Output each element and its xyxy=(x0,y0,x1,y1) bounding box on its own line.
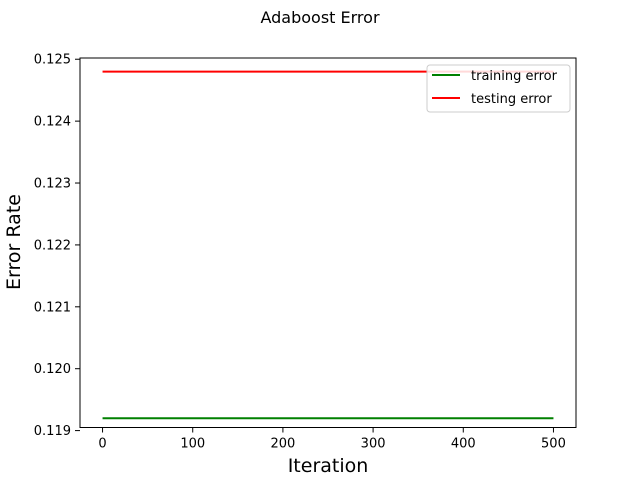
x-axis-label: Iteration xyxy=(288,455,369,477)
y-tick-label: 0.124 xyxy=(34,115,71,130)
y-tick-label: 0.123 xyxy=(34,177,71,192)
legend-label-training-error: training error xyxy=(471,69,558,84)
legend-label-testing-error: testing error xyxy=(471,92,552,107)
y-axis-ticks: 0.119 0.120 0.121 0.122 0.123 0.124 0.125 xyxy=(34,53,80,439)
legend: training error testing error xyxy=(426,64,571,113)
x-axis-ticks: 0 100 200 300 400 500 xyxy=(98,427,566,452)
y-axis-label: Error Rate xyxy=(3,194,25,290)
y-tick-label: 0.125 xyxy=(34,53,71,68)
y-tick-label: 0.120 xyxy=(34,362,71,377)
x-tick-label: 500 xyxy=(541,437,566,452)
y-tick-label: 0.122 xyxy=(34,238,71,253)
x-tick-label: 400 xyxy=(451,437,476,452)
y-tick-label: 0.119 xyxy=(34,424,71,439)
x-tick-label: 0 xyxy=(98,437,106,452)
chart-title: Adaboost Error xyxy=(260,8,379,27)
legend-box xyxy=(426,64,571,113)
x-tick-label: 200 xyxy=(270,437,295,452)
x-tick-label: 100 xyxy=(180,437,205,452)
x-tick-label: 300 xyxy=(361,437,386,452)
y-tick-label: 0.121 xyxy=(34,300,71,315)
plot-area xyxy=(79,57,577,428)
